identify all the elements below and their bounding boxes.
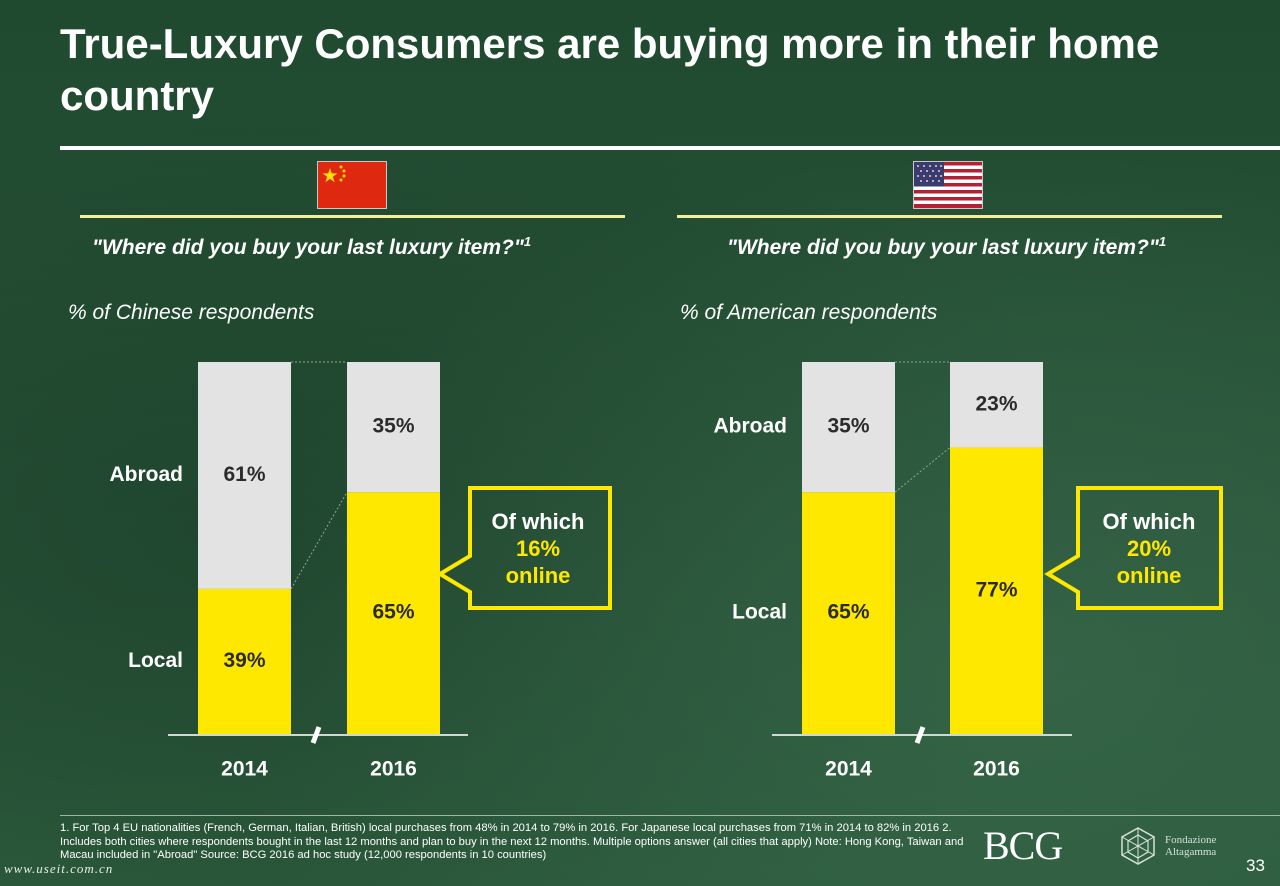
data-label-abroad-2016: 35% xyxy=(372,415,414,438)
bar-segment-local-2016 xyxy=(950,447,1043,734)
left-question: "Where did you buy your last luxury item… xyxy=(92,234,531,260)
data-label-local-2014: 39% xyxy=(223,649,265,672)
altagamma-logo-icon xyxy=(1121,827,1155,865)
left-callout-line2: 16% xyxy=(515,536,561,561)
bar-segment-abroad-2014 xyxy=(198,362,291,589)
x-tick-label-2014: 2014 xyxy=(825,758,872,781)
page-number: 33 xyxy=(1246,856,1265,875)
axis-break-mark xyxy=(310,726,322,744)
connector-local xyxy=(894,447,951,493)
row-label-local: Local xyxy=(128,649,183,672)
right-online-callout-text: Of which 20% online xyxy=(1086,508,1212,589)
row-label-local: Local xyxy=(732,601,787,624)
right-callout-line2: 20% xyxy=(1126,536,1172,561)
left-callout-line1: Of which xyxy=(491,509,585,534)
bcg-logo: BCG xyxy=(983,823,1063,868)
x-tick-label-2016: 2016 xyxy=(973,758,1020,781)
title-divider xyxy=(60,146,1280,150)
data-label-abroad-2014: 35% xyxy=(827,415,869,438)
data-label-local-2016: 65% xyxy=(372,601,414,624)
left-respondents-label: % of Chinese respondents xyxy=(68,301,315,324)
x-tick-label-2014: 2014 xyxy=(221,758,268,781)
left-question-text: "Where did you buy your last luxury item… xyxy=(92,236,524,259)
altagamma-logo-text: Fondazione Altagamma xyxy=(1165,834,1217,858)
online-callout-box xyxy=(1044,486,1223,610)
bar-segment-abroad-2016 xyxy=(347,362,440,493)
bar-segment-abroad-2014 xyxy=(802,362,895,493)
row-label-abroad: Abroad xyxy=(714,415,788,438)
usa-flag-icon xyxy=(913,161,983,209)
x-tick-label-2016: 2016 xyxy=(370,758,417,781)
left-question-footnote-mark: 1 xyxy=(523,234,532,249)
right-panel-rule xyxy=(677,215,1222,218)
bar-segment-local-2014 xyxy=(802,492,895,734)
bar-segment-local-2016 xyxy=(347,492,440,734)
left-panel-rule xyxy=(80,215,625,218)
bar-segment-abroad-2016 xyxy=(950,362,1043,448)
data-label-local-2014: 65% xyxy=(827,601,869,624)
left-callout-line3: online xyxy=(505,563,571,588)
bar-segment-local-2014 xyxy=(198,588,291,734)
row-label-abroad: Abroad xyxy=(110,463,184,486)
right-question: "Where did you buy your last luxury item… xyxy=(727,234,1166,260)
online-callout-box xyxy=(436,486,612,610)
right-question-text: "Where did you buy your last luxury item… xyxy=(727,236,1159,259)
page-title: True-Luxury Consumers are buying more in… xyxy=(60,20,1160,119)
footnote: 1. For Top 4 EU nationalities (French, G… xyxy=(60,822,964,861)
data-label-abroad-2014: 61% xyxy=(223,463,265,486)
watermark: www.useit.com.cn xyxy=(4,861,114,876)
china-flag-icon xyxy=(317,161,387,209)
axis-break-mark xyxy=(914,726,926,744)
data-label-local-2016: 77% xyxy=(975,578,1017,601)
left-online-callout-text: Of which 16% online xyxy=(475,508,601,589)
right-respondents-label: % of American respondents xyxy=(680,301,938,324)
footnote-divider xyxy=(60,815,1280,816)
right-callout-line3: online xyxy=(1116,563,1182,588)
right-question-footnote-mark: 1 xyxy=(1158,234,1167,249)
right-callout-line1: Of which xyxy=(1102,509,1196,534)
data-label-abroad-2016: 23% xyxy=(975,392,1017,415)
connector-local xyxy=(290,491,348,590)
